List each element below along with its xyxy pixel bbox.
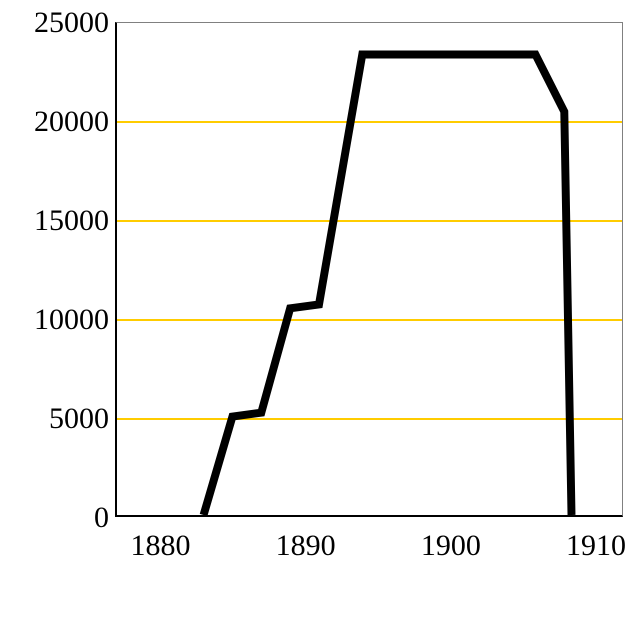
y-tick-label: 20000	[34, 105, 117, 139]
x-tick-label: 1890	[276, 515, 336, 563]
y-tick-label: 25000	[34, 6, 117, 40]
y-tick-label: 0	[94, 501, 117, 535]
y-tick-label: 5000	[49, 402, 117, 436]
y-tick-label: 10000	[34, 303, 117, 337]
x-tick-label: 1910	[566, 515, 626, 563]
x-tick-label: 1880	[131, 515, 191, 563]
line-chart: 0 5000 10000 15000 20000 25000 1880 1890 1900 191…	[0, 0, 638, 617]
plot-area: 0500010000150002000025000188018901900191…	[115, 22, 623, 517]
y-tick-label: 15000	[34, 204, 117, 238]
x-tick-label: 1900	[421, 515, 481, 563]
data-series	[117, 23, 622, 515]
